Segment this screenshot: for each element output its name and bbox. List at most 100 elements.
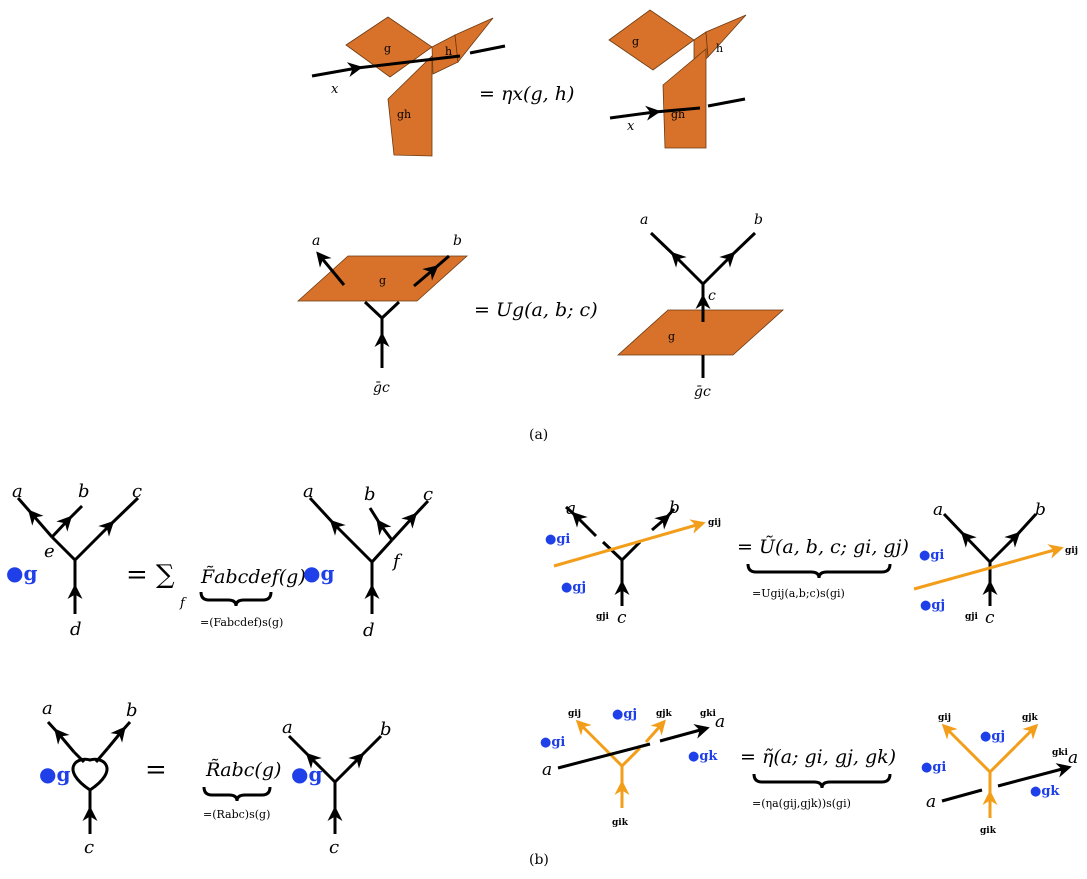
label-b: b [78,481,90,502]
label-gj-dot: ●gj [612,707,637,722]
label-a: a [303,481,314,502]
eta-x-diagram-left: g h gh x [311,16,506,157]
label-a: a [933,500,943,520]
label-x: x [331,82,339,97]
label-c: c [84,837,94,858]
label-g: g [379,274,386,287]
label-b: b [380,719,392,740]
label-gj-dot: ●gj [920,598,945,613]
label-g: g [384,42,391,55]
label-e: e [44,541,55,562]
U-g-diagram-left: g a b ḡc [296,233,469,396]
label-a: a [1068,748,1078,768]
F-sum-index: f [179,596,187,611]
label-d: d [70,619,82,640]
label-gh: gh [397,108,411,121]
label-b: b [669,498,680,518]
U-under-text: =Ugij(a,b;c)s(gi) [752,587,845,600]
label-gki: gki [1052,748,1069,758]
label-h: h [445,45,452,58]
label-g: g [632,35,639,48]
F-under-text: =(Fabcdef)s(g) [200,616,283,629]
label-a: a [282,717,293,738]
R-underbrace [202,786,272,802]
caption-a: (a) [529,427,548,443]
label-c: c [985,608,995,628]
U-equation: = Ũ(a, b, c; gi, gj) [737,535,909,558]
label-c: c [329,837,339,858]
label-gbar-c: ḡc [373,380,390,396]
label-gbar-c: ḡc [694,384,711,400]
label-gi-dot: ●gi [919,548,944,563]
label-x: x [627,119,635,134]
label-gi-dot: ●gi [921,760,946,775]
label-g-dot: ●g [6,561,37,585]
R-move-left: a b c ●g [39,698,138,858]
U-g-diagram-right: g c a b ḡc [616,212,785,400]
U-move-right: a b c ●gi ●gj gij gji [913,500,1078,628]
label-gk-dot: ●gk [1030,784,1060,799]
label-gij: gij [568,709,581,719]
label-b: b [126,700,138,721]
label-h: h [716,42,723,55]
label-gij: gij [1065,546,1078,556]
R-equals: = [145,755,167,785]
eta-equation: = η̃(a; gi, gj, gk) [740,746,896,768]
label-gi-dot: ●gi [540,735,565,750]
eta-move-right: a a ●gi ●gj ●gk gij gjk gki gik [921,713,1078,836]
label-g: g [668,330,675,343]
label-d: d [363,620,375,641]
label-a: a [12,481,23,502]
caption-b: (b) [529,852,549,868]
label-a: a [312,233,320,249]
label-gji: gji [596,612,610,622]
label-gij: gij [708,518,721,528]
label-gki: gki [700,709,717,719]
label-a: a [542,760,552,780]
R-move-right: a b c ●g [282,717,392,858]
label-gjk: gjk [1022,713,1039,723]
label-gij: gij [938,713,951,723]
eta-underbrace [752,773,892,789]
label-a: a [715,712,725,732]
label-c: c [617,608,627,628]
label-f: f [391,551,403,572]
R-under-text: =(Rabc)s(g) [203,808,270,821]
label-b: b [364,484,376,505]
F-underbrace [199,591,273,607]
F-equals-sum: = ∑ [126,560,175,590]
label-gji: gji [965,612,979,622]
label-b: b [754,212,763,228]
label-g-dot: ●g [303,561,334,585]
label-g-dot: ●g [291,762,322,786]
F-move-right: a b c f d ●g [303,481,433,641]
eta-x-diagram-right: g h gh x [608,9,747,149]
F-tilde-symbol: F̃abcdef(g) [200,566,306,588]
label-a: a [640,212,648,228]
U-underbrace [746,563,892,579]
U-g-equation: = Ug(a, b; c) [474,299,598,321]
label-gj-dot: ●gj [561,580,586,595]
U-move-left: a b c ●gi ●gj gij gji [545,498,721,628]
label-a: a [42,698,53,719]
label-gk-dot: ●gk [688,749,718,764]
label-c: c [423,484,433,505]
label-gi-dot: ●gi [545,532,570,547]
label-gik: gik [980,826,997,836]
eta-move-left: a a ●gi ●gj ●gk gij gjk gki gik [540,707,725,828]
eta-x-equation: = ηx(g, h) [479,83,574,105]
label-c: c [708,288,716,304]
eta-under-text: =(ηa(gij,gjk))s(gi) [752,797,851,810]
label-c: c [132,481,142,502]
label-b: b [1035,500,1046,520]
label-gj-dot: ●gj [980,729,1005,744]
label-a: a [566,499,576,519]
label-gik: gik [612,818,629,828]
label-gh: gh [671,108,685,121]
label-b: b [453,233,462,249]
label-g-dot: ●g [39,762,70,786]
R-tilde-symbol: R̃abc(g) [205,759,281,781]
F-move-left: a b c e d ●g [6,481,142,640]
label-gjk: gjk [656,709,673,719]
